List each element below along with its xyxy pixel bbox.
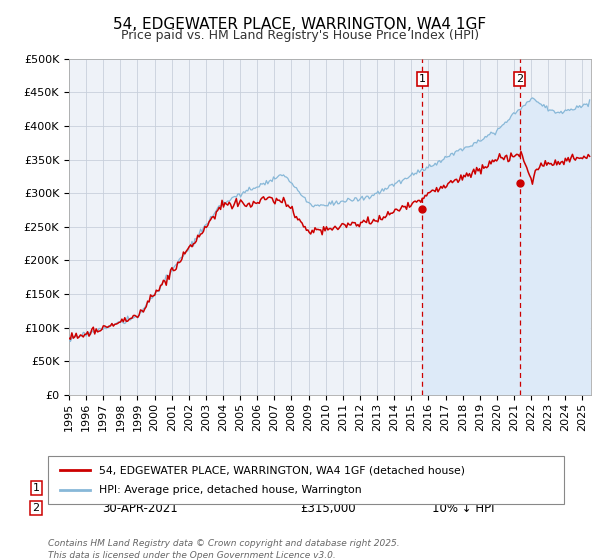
Text: £276,750: £276,750 bbox=[300, 482, 356, 495]
Text: 10% ↓ HPI: 10% ↓ HPI bbox=[432, 502, 494, 515]
Text: 1: 1 bbox=[419, 74, 426, 84]
Text: 30-APR-2021: 30-APR-2021 bbox=[102, 502, 178, 515]
Text: 54, EDGEWATER PLACE, WARRINGTON, WA4 1GF: 54, EDGEWATER PLACE, WARRINGTON, WA4 1GF bbox=[113, 17, 487, 32]
Text: 54, EDGEWATER PLACE, WARRINGTON, WA4 1GF (detached house): 54, EDGEWATER PLACE, WARRINGTON, WA4 1GF… bbox=[99, 465, 465, 475]
Text: 21-AUG-2015: 21-AUG-2015 bbox=[102, 482, 181, 495]
Text: Price paid vs. HM Land Registry's House Price Index (HPI): Price paid vs. HM Land Registry's House … bbox=[121, 29, 479, 42]
Text: 2: 2 bbox=[32, 503, 40, 514]
Text: HPI: Average price, detached house, Warrington: HPI: Average price, detached house, Warr… bbox=[99, 485, 362, 495]
Text: £315,000: £315,000 bbox=[300, 502, 356, 515]
Text: Contains HM Land Registry data © Crown copyright and database right 2025.
This d: Contains HM Land Registry data © Crown c… bbox=[48, 539, 400, 559]
Text: 2: 2 bbox=[516, 74, 523, 84]
Text: ≈ HPI: ≈ HPI bbox=[432, 482, 465, 495]
Text: 1: 1 bbox=[32, 483, 40, 493]
